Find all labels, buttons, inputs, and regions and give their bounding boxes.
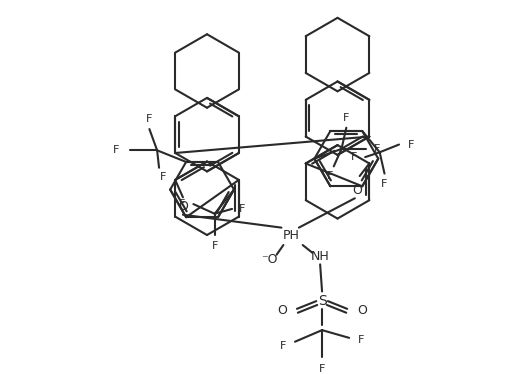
Text: F: F <box>319 364 326 374</box>
Text: F: F <box>178 199 185 209</box>
Text: F: F <box>113 145 119 155</box>
Text: F: F <box>381 179 388 189</box>
Text: F: F <box>357 335 364 345</box>
Text: F: F <box>280 341 287 350</box>
Text: F: F <box>146 114 152 125</box>
Text: O: O <box>352 184 362 197</box>
Text: F: F <box>327 171 333 181</box>
Text: O: O <box>178 200 188 214</box>
Text: F: F <box>374 144 380 154</box>
Text: PH: PH <box>282 229 299 242</box>
Text: O: O <box>278 304 287 317</box>
Text: F: F <box>350 152 357 162</box>
Text: F: F <box>407 140 414 150</box>
Text: F: F <box>238 204 245 214</box>
Text: F: F <box>343 113 349 123</box>
Text: ⁻O: ⁻O <box>262 253 278 266</box>
Text: F: F <box>160 172 166 183</box>
Text: O: O <box>357 304 366 317</box>
Text: NH: NH <box>311 250 330 263</box>
Text: F: F <box>211 240 218 251</box>
Text: S: S <box>318 294 327 308</box>
